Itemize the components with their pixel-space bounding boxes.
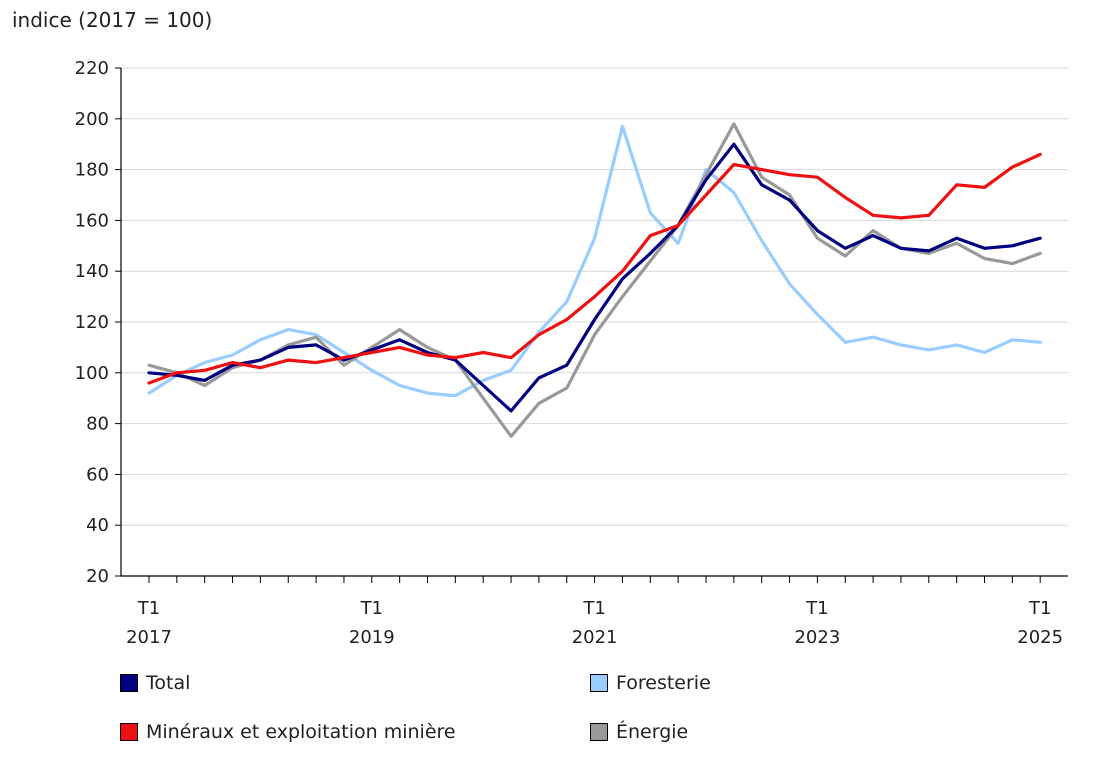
legend-item-energie[interactable]: Énergie bbox=[590, 721, 688, 743]
y-tick-label: 160 bbox=[75, 210, 109, 231]
y-tick-label: 20 bbox=[86, 566, 109, 587]
legend-item-foresterie[interactable]: Foresterie bbox=[590, 672, 711, 694]
y-tick-label: 40 bbox=[86, 515, 109, 536]
x-tick-label-quarter: T1 bbox=[360, 598, 383, 619]
legend-item-mineraux[interactable]: Minéraux et exploitation minière bbox=[120, 721, 456, 743]
legend-item-total[interactable]: Total bbox=[120, 672, 190, 694]
x-tick-label-quarter: T1 bbox=[582, 598, 605, 619]
x-tick-label-year: 2021 bbox=[572, 627, 618, 648]
y-tick-label: 60 bbox=[86, 464, 109, 485]
legend-swatch-foresterie bbox=[590, 674, 608, 692]
legend-swatch-total bbox=[120, 674, 138, 692]
series-line-min-raux-et-exploitation-mini-re bbox=[147, 152, 1042, 385]
y-tick-label: 80 bbox=[86, 414, 109, 435]
x-tick-label-year: 2023 bbox=[794, 627, 840, 648]
series-line-total bbox=[147, 142, 1042, 413]
y-tick-label: 180 bbox=[75, 160, 109, 181]
legend-label-foresterie: Foresterie bbox=[616, 672, 711, 694]
y-tick-label: 140 bbox=[75, 261, 109, 282]
series-lines bbox=[147, 122, 1042, 438]
legend-label-energie: Énergie bbox=[616, 721, 689, 743]
legend-swatch-energie bbox=[590, 723, 608, 741]
y-tick-label: 200 bbox=[75, 109, 109, 130]
x-tick-label-year: 2017 bbox=[126, 627, 172, 648]
x-axis-ticks: T1 2017 T1 2019 T1 2021 T1 2023 T1 2025 bbox=[126, 576, 1063, 648]
legend-label-total: Total bbox=[146, 672, 191, 694]
x-tick-label-quarter: T1 bbox=[1028, 598, 1051, 619]
y-tick-label: 100 bbox=[75, 363, 109, 384]
y-tick-label: 120 bbox=[75, 312, 109, 333]
x-tick-label-quarter: T1 bbox=[805, 598, 828, 619]
y-axis-ticks: 20 40 60 80 100 120 140 160 180 200 220 bbox=[75, 58, 121, 587]
y-tick-label: 220 bbox=[75, 58, 109, 79]
series-line-foresterie bbox=[147, 124, 1042, 398]
y-gridlines bbox=[121, 67, 1068, 526]
y-axis-title: indice (2017 = 100) bbox=[12, 8, 213, 32]
series-line--nergie bbox=[147, 122, 1042, 438]
legend-label-mineraux: Minéraux et exploitation minière bbox=[146, 721, 456, 743]
x-tick-label-quarter: T1 bbox=[137, 598, 160, 619]
legend-swatch-mineraux bbox=[120, 723, 138, 741]
x-tick-label-year: 2019 bbox=[349, 627, 395, 648]
x-tick-label-year: 2025 bbox=[1017, 627, 1063, 648]
